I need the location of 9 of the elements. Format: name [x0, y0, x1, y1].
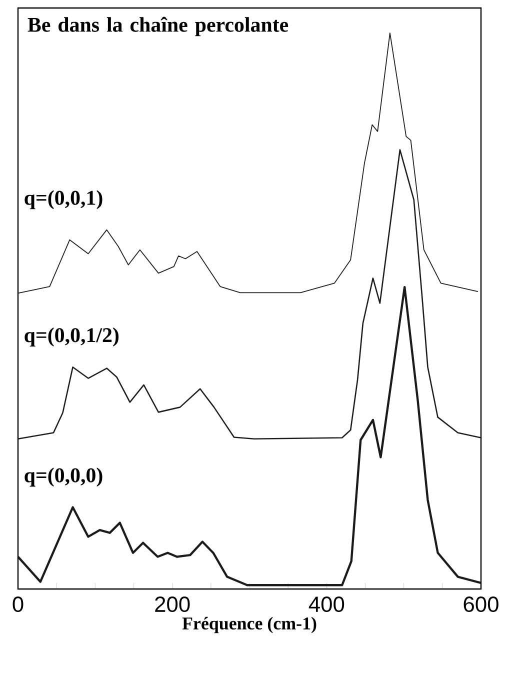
series-label: q=(0,0,1)	[24, 190, 102, 210]
x-tick-label: 600	[464, 596, 498, 612]
series-label: q=(0,0,1/2)	[24, 328, 119, 346]
chart-title: Be dans la chaîne percolante	[28, 16, 288, 36]
x-tick-label: 0	[12, 596, 24, 612]
x-axis-title: Fréquence (cm-1)	[182, 616, 316, 634]
x-tick-label: 400	[308, 596, 344, 612]
x-tick-label: 200	[155, 596, 190, 612]
series-label: q=(0,0,0)	[24, 468, 102, 487]
